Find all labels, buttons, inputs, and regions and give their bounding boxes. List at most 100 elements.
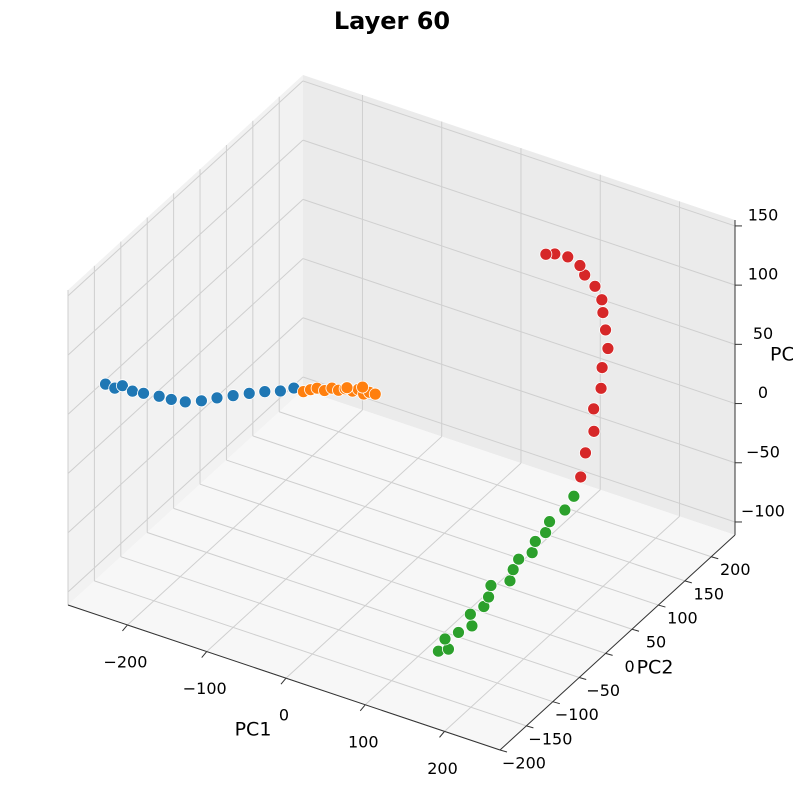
y-tick-label: 100 <box>667 609 698 628</box>
tick-mark <box>605 652 613 656</box>
tick-mark <box>439 731 445 738</box>
point <box>539 526 553 539</box>
grid-line <box>302 139 736 286</box>
point <box>525 546 539 560</box>
grid-line <box>120 556 553 703</box>
point <box>588 279 602 293</box>
tick-mark <box>359 704 366 712</box>
grid-line <box>302 198 736 345</box>
point <box>438 632 452 646</box>
point <box>210 391 224 405</box>
point <box>567 489 581 503</box>
point <box>164 393 178 406</box>
tick-mark <box>499 749 508 753</box>
grid-line <box>279 411 712 558</box>
point <box>558 503 572 517</box>
x-axis-line <box>67 604 501 751</box>
y-tick-label: −200 <box>502 754 546 773</box>
z-tick-label: 150 <box>748 205 779 224</box>
point <box>587 402 601 416</box>
tick-mark <box>526 725 534 729</box>
grid-line <box>302 80 736 227</box>
grid-line <box>302 258 736 405</box>
z-tick-label: 100 <box>748 265 779 284</box>
tick-mark <box>711 556 719 560</box>
z-tick-label: −50 <box>746 442 780 461</box>
z-tick-label: 50 <box>753 324 773 343</box>
grid-line <box>285 462 522 679</box>
point <box>482 590 495 604</box>
point <box>539 247 553 261</box>
y-tick-label: −150 <box>528 729 572 748</box>
point <box>561 250 575 264</box>
z-tick-label: 0 <box>758 383 768 402</box>
point <box>573 259 587 272</box>
y-tick-label: 0 <box>625 657 635 676</box>
point <box>340 381 354 395</box>
grid-line <box>127 409 363 626</box>
point <box>595 361 609 375</box>
tick-mark <box>631 628 640 632</box>
x-tick-label: −200 <box>103 652 147 671</box>
grid-line <box>94 580 527 727</box>
point <box>195 394 208 408</box>
grid-line <box>147 532 580 679</box>
y-tick-label: 200 <box>720 560 751 579</box>
point <box>579 446 592 460</box>
point <box>465 619 479 633</box>
point <box>503 574 517 588</box>
grid-line <box>67 258 304 474</box>
grid-line <box>67 139 304 356</box>
x-tick-label: −100 <box>183 679 227 698</box>
y-tick-label: −50 <box>586 681 620 700</box>
point <box>178 395 192 409</box>
tick-mark <box>122 624 128 632</box>
point <box>506 563 520 577</box>
x-tick-label: 100 <box>348 732 379 751</box>
grid-line <box>252 435 685 582</box>
point <box>152 389 166 403</box>
point <box>273 384 287 398</box>
x-axis-title: PC1 <box>235 719 272 741</box>
point <box>226 389 240 403</box>
tick-mark <box>201 651 208 658</box>
grid-line <box>302 376 736 523</box>
point <box>463 607 477 621</box>
chart-title: Layer 60 <box>334 7 450 35</box>
point <box>512 552 526 566</box>
point <box>543 515 556 529</box>
floor-pane <box>68 390 735 750</box>
z-axis-title: PC3 <box>770 344 793 366</box>
grid-line <box>67 376 304 593</box>
y-tick-label: −100 <box>555 705 599 724</box>
point <box>601 342 615 355</box>
point <box>242 386 256 400</box>
tick-mark <box>280 677 287 685</box>
tick-mark <box>684 580 692 584</box>
left-pane <box>68 75 303 605</box>
y-axis-title: PC2 <box>637 657 674 679</box>
point <box>452 626 465 639</box>
y-tick-label: 50 <box>646 633 666 652</box>
tick-mark <box>579 677 587 681</box>
grid-line <box>67 80 304 297</box>
grid-line <box>302 317 736 464</box>
point <box>596 306 610 319</box>
point <box>258 385 272 399</box>
point <box>595 293 609 307</box>
point <box>484 579 498 592</box>
point <box>356 380 369 394</box>
point <box>594 381 608 395</box>
point <box>574 470 588 484</box>
grid-line <box>67 317 304 534</box>
point <box>126 384 139 398</box>
grid-line <box>199 483 633 630</box>
point <box>116 379 129 393</box>
y-axis-line <box>499 534 736 751</box>
tick-mark <box>552 701 560 705</box>
point <box>368 387 382 401</box>
x-tick-label: 200 <box>427 759 458 778</box>
tick-mark <box>658 604 666 608</box>
grid-line <box>444 516 680 732</box>
